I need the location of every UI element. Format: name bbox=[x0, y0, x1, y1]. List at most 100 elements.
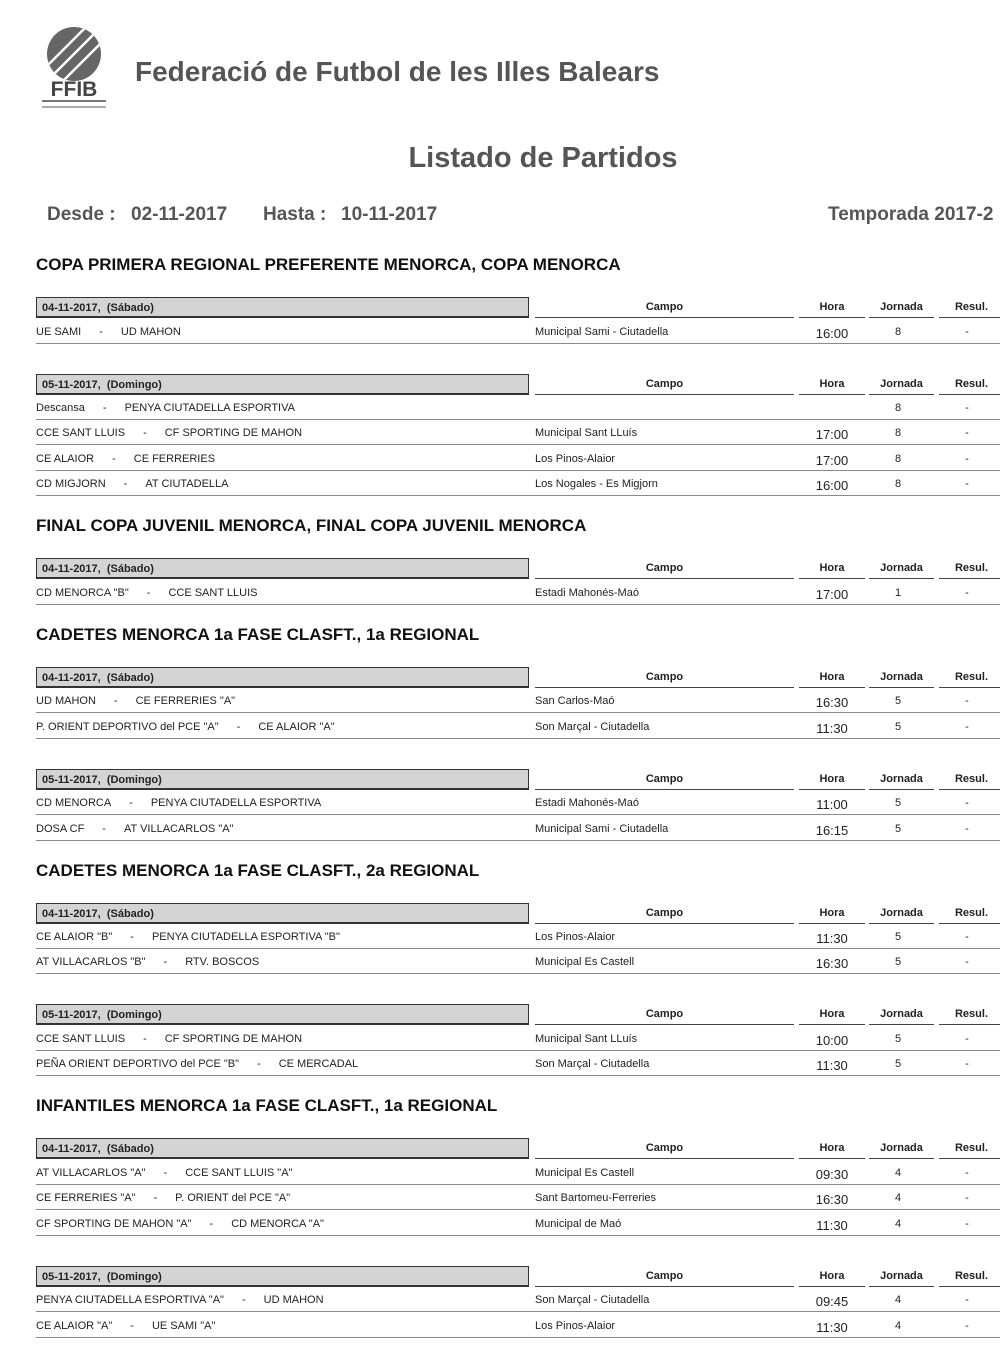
hora: 16:15 bbox=[815, 822, 849, 838]
jornada: 5 bbox=[894, 1058, 902, 1071]
column-underline bbox=[799, 1024, 865, 1026]
away-team: PENYA CIUTADELLA ESPORTIVA bbox=[124, 402, 295, 414]
campo: Son Marçal - Ciutadella bbox=[535, 1058, 650, 1071]
resul: - bbox=[965, 956, 969, 969]
hora: 11:30 bbox=[816, 1217, 848, 1233]
column-underline bbox=[535, 788, 794, 790]
column-underline bbox=[939, 1285, 1000, 1287]
separator: - bbox=[123, 478, 128, 491]
home-team: AT VILLACARLOS "B" bbox=[36, 956, 146, 969]
column-header: Resul. bbox=[954, 670, 989, 683]
away-team: CE FERRERIES bbox=[133, 452, 216, 465]
jornada: 8 bbox=[894, 427, 902, 440]
home-team: P. ORIENT DEPORTIVO del PCE "A" bbox=[36, 720, 219, 733]
day-header-box bbox=[36, 297, 529, 318]
column-underline bbox=[799, 393, 865, 395]
row-line bbox=[36, 948, 1000, 949]
resul: - bbox=[965, 1319, 969, 1332]
season: Temporada 2017-2 bbox=[828, 204, 994, 225]
home-team: CE ALAIOR "B" bbox=[36, 931, 113, 943]
home-team: CE ALAIOR "A" bbox=[36, 1319, 113, 1332]
page-title: Listado de Partidos bbox=[408, 142, 678, 174]
logo: FFIB bbox=[42, 27, 106, 108]
day-date: 05-11-2017, (Domingo) bbox=[42, 1270, 162, 1283]
day-header-box bbox=[36, 1265, 529, 1287]
column-header: Hora bbox=[819, 562, 845, 575]
separator: - bbox=[146, 586, 151, 599]
column-header: Jornada bbox=[880, 301, 923, 313]
column-header: Jornada bbox=[880, 772, 923, 785]
column-header: Jornada bbox=[880, 1269, 923, 1282]
resul: - bbox=[965, 931, 969, 943]
column-header: Hora bbox=[819, 772, 845, 785]
day-header-box bbox=[36, 1004, 529, 1026]
campo: Los Pinos-Alaior bbox=[535, 1319, 616, 1332]
jornada: 4 bbox=[894, 1294, 902, 1307]
row-line bbox=[36, 342, 1000, 344]
separator: - bbox=[143, 1032, 147, 1045]
campo: Municipal Es Castell bbox=[535, 1166, 635, 1179]
column-header: Resul. bbox=[954, 301, 989, 313]
desde-date: 02-11-2017 bbox=[131, 204, 228, 225]
column-header: Jornada bbox=[880, 906, 923, 919]
column-header: Hora bbox=[819, 377, 845, 390]
row-line bbox=[36, 495, 1000, 497]
separator: - bbox=[153, 1192, 158, 1205]
column-header: Resul. bbox=[954, 1269, 989, 1282]
campo: Municipal de Maó bbox=[535, 1217, 622, 1230]
home-team: UE SAMI bbox=[36, 325, 82, 338]
section-title: CADETES MENORCA 1a FASE CLASFT., 1a REGI… bbox=[36, 624, 480, 644]
column-underline bbox=[535, 393, 794, 395]
row-line bbox=[36, 1075, 1000, 1077]
column-header: Campo bbox=[645, 1008, 684, 1021]
hora: 09:30 bbox=[815, 1166, 849, 1182]
away-team: CE FERRERIES "A" bbox=[135, 695, 236, 708]
away-team: CE MERCADAL bbox=[278, 1058, 359, 1071]
home-team: DOSA CF bbox=[36, 822, 85, 835]
campo: Los Pinos-Alaior bbox=[535, 452, 616, 465]
row-line bbox=[36, 603, 1000, 605]
column-header: Resul. bbox=[954, 772, 989, 785]
column-header: Campo bbox=[645, 1142, 684, 1155]
away-team: PENYA CIUTADELLA ESPORTIVA "B" bbox=[151, 931, 340, 943]
campo: Municipal Sami - Ciutadella bbox=[535, 822, 669, 835]
column-header: Jornada bbox=[880, 1008, 923, 1021]
row-line bbox=[36, 737, 1000, 739]
column-header: Hora bbox=[819, 670, 845, 683]
column-header: Resul. bbox=[954, 377, 989, 390]
home-team: CCE SANT LLUIS bbox=[36, 1032, 126, 1045]
jornada: 8 bbox=[894, 478, 902, 491]
organization-name: Federació de Futbol de les Illes Balears bbox=[135, 56, 660, 87]
row-line bbox=[36, 973, 1000, 975]
column-underline bbox=[535, 578, 794, 580]
campo: Son Marçal - Ciutadella bbox=[535, 720, 650, 733]
home-team: AT VILLACARLOS "A" bbox=[36, 1166, 146, 1179]
separator: - bbox=[209, 1217, 214, 1230]
home-team: CCE SANT LLUIS bbox=[36, 427, 126, 440]
hora: 16:30 bbox=[815, 1192, 849, 1208]
resul: - bbox=[965, 478, 969, 491]
resul: - bbox=[965, 402, 969, 414]
resul: - bbox=[965, 797, 969, 810]
resul: - bbox=[965, 720, 969, 733]
away-team: AT CIUTADELLA bbox=[145, 478, 229, 491]
hora: 11:00 bbox=[816, 797, 848, 813]
column-header: Hora bbox=[819, 1269, 845, 1282]
hora: 17:00 bbox=[815, 586, 849, 602]
row-line bbox=[36, 1049, 1000, 1051]
separator: - bbox=[163, 956, 168, 969]
away-team: CD MENORCA "A" bbox=[231, 1217, 324, 1230]
column-underline bbox=[939, 1024, 1000, 1026]
day-date: 04-11-2017, (Sábado) bbox=[42, 563, 154, 576]
day-header-box bbox=[36, 768, 529, 790]
day-date: 04-11-2017, (Sábado) bbox=[42, 671, 154, 684]
away-team: CF SPORTING DE MAHON bbox=[164, 427, 303, 440]
row-line bbox=[36, 469, 1000, 471]
column-underline bbox=[939, 788, 1000, 790]
section-title: CADETES MENORCA 1a FASE CLASFT., 2a REGI… bbox=[36, 860, 480, 880]
day-date: 04-11-2017, (Sábado) bbox=[42, 302, 154, 314]
column-underline bbox=[869, 1024, 934, 1026]
campo: Municipal Sant LLuís bbox=[535, 1032, 638, 1045]
row-line bbox=[36, 1311, 1000, 1313]
